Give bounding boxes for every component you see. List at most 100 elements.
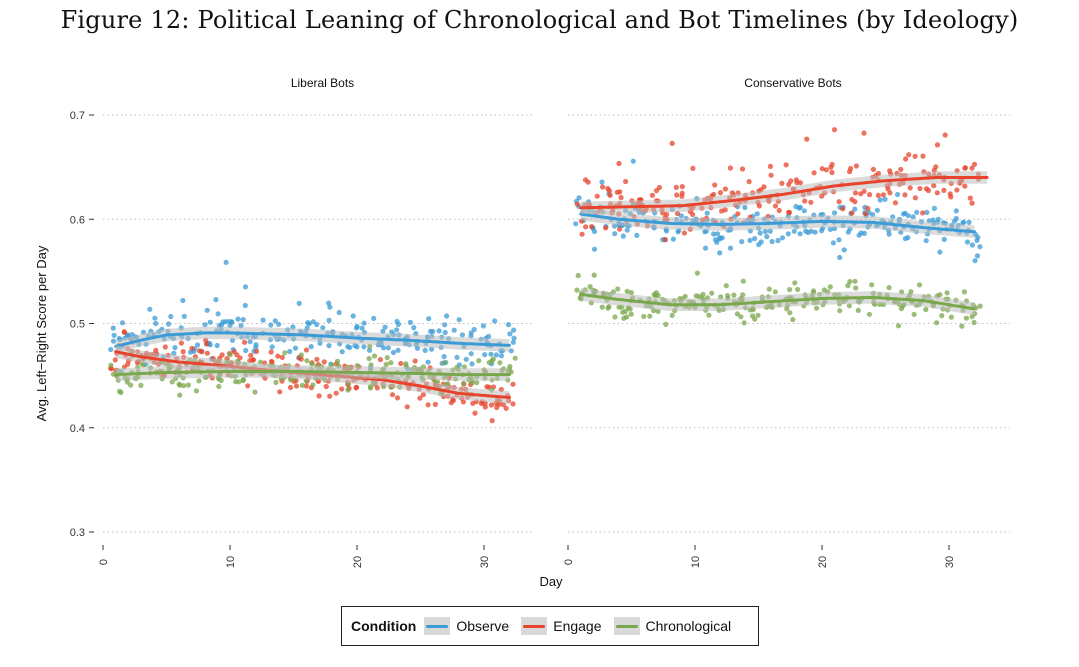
point-observe [764, 234, 770, 240]
point-chronological [731, 292, 737, 298]
point-observe [895, 191, 901, 198]
point-engage [653, 188, 660, 194]
point-engage [589, 224, 595, 230]
facet-label-0: Liberal Bots [291, 76, 354, 90]
point-chronological [591, 272, 597, 278]
point-chronological [512, 355, 518, 361]
point-observe [242, 284, 249, 290]
point-chronological [310, 382, 316, 388]
point-engage [178, 340, 184, 346]
point-chronological [709, 290, 715, 296]
point-chronological [138, 382, 144, 388]
point-observe [966, 219, 972, 225]
point-observe [395, 321, 401, 327]
point-chronological [898, 306, 905, 312]
point-observe [240, 317, 246, 323]
point-engage [293, 383, 300, 389]
point-chronological [177, 392, 183, 398]
point-observe [339, 349, 345, 355]
point-engage [605, 185, 611, 192]
point-observe [172, 345, 178, 351]
point-engage [316, 393, 322, 399]
point-chronological [723, 283, 729, 289]
point-observe [110, 338, 117, 344]
point-engage [865, 205, 871, 211]
point-observe [758, 239, 764, 245]
point-observe [511, 335, 517, 341]
point-observe [877, 197, 883, 203]
point-observe [454, 354, 460, 360]
point-engage [482, 400, 488, 406]
point-engage [772, 203, 779, 209]
point-engage [510, 381, 516, 387]
point-observe [390, 349, 397, 356]
point-observe [935, 216, 941, 222]
point-chronological [368, 384, 374, 390]
point-engage [649, 192, 656, 198]
point-engage [248, 352, 254, 358]
point-observe [320, 325, 326, 331]
point-engage [279, 354, 285, 360]
point-observe [306, 321, 312, 327]
point-chronological [855, 307, 861, 313]
point-engage [180, 349, 186, 355]
point-engage [618, 194, 624, 201]
point-engage [489, 418, 495, 424]
point-observe [326, 343, 332, 349]
point-observe [359, 325, 365, 331]
point-chronological [963, 315, 970, 321]
point-observe [310, 319, 316, 325]
x-tick-label: 10 [690, 556, 702, 568]
point-chronological [641, 313, 647, 320]
point-observe [219, 322, 225, 328]
point-engage [861, 130, 867, 136]
point-observe [498, 353, 504, 359]
point-engage [711, 191, 717, 198]
point-engage [600, 184, 606, 190]
point-observe [620, 233, 626, 239]
point-chronological [814, 305, 820, 311]
facet-label-1: Conservative Bots [744, 76, 841, 90]
point-engage [662, 236, 668, 243]
point-engage [478, 400, 485, 407]
point-engage [902, 192, 908, 198]
point-engage [912, 153, 918, 159]
point-chronological [738, 314, 744, 320]
point-chronological [298, 352, 304, 358]
point-chronological [334, 358, 341, 364]
point-engage [303, 383, 309, 389]
point-observe [747, 237, 753, 243]
point-chronological [961, 289, 968, 295]
point-chronological [118, 389, 124, 395]
point-observe [727, 245, 734, 251]
point-observe [775, 237, 781, 244]
point-observe [166, 321, 172, 327]
point-observe [411, 325, 417, 331]
point-engage [954, 187, 960, 193]
point-engage [933, 164, 939, 170]
point-engage [962, 165, 968, 171]
point-chronological [939, 313, 945, 319]
point-observe [215, 311, 221, 317]
point-engage [804, 136, 810, 142]
point-observe [361, 344, 367, 350]
point-chronological [772, 289, 778, 295]
point-observe [180, 297, 186, 304]
point-engage [931, 183, 937, 189]
point-engage [768, 172, 774, 178]
point-engage [679, 184, 685, 190]
point-observe [276, 321, 282, 327]
x-tick-label: 10 [225, 556, 237, 568]
point-observe [371, 315, 377, 321]
point-engage [417, 395, 423, 401]
point-engage [681, 230, 688, 236]
point-chronological [663, 321, 669, 327]
point-observe [964, 239, 971, 245]
point-chronological [599, 304, 605, 310]
point-engage [494, 404, 500, 411]
point-engage [189, 345, 195, 351]
point-engage [942, 132, 948, 138]
figure-title: Figure 12: Political Leaning of Chronolo… [60, 6, 1019, 34]
point-engage [574, 201, 580, 207]
point-engage [887, 190, 893, 196]
